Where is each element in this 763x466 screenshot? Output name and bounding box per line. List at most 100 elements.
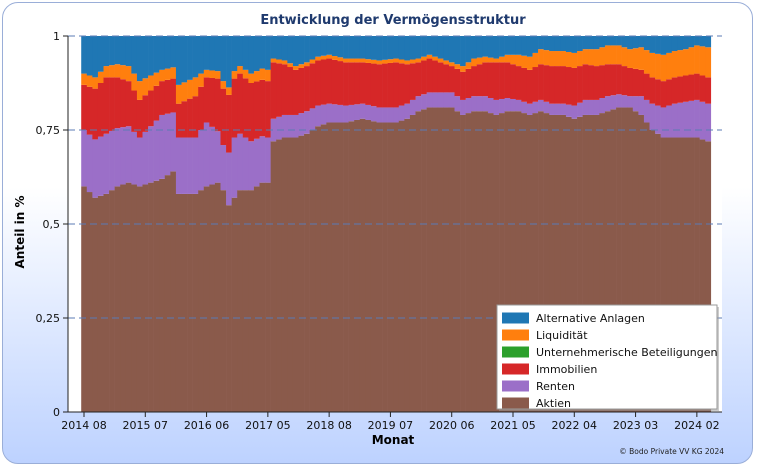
bar-immobilien-90 — [582, 64, 589, 100]
bar-liquidit-t-13 — [153, 72, 160, 86]
bar-immobilien-82 — [538, 64, 544, 100]
bar-renten-67 — [454, 96, 461, 112]
bar-alternative-anlagen-46 — [337, 36, 344, 58]
bar-aktien-33 — [265, 182, 271, 412]
legend-label-aktien: Aktien — [536, 397, 571, 410]
bar-liquidit-t-2 — [92, 77, 99, 89]
bar-aktien-48 — [348, 121, 355, 412]
bar-alternative-anlagen-11 — [142, 36, 149, 79]
bar-immobilien-89 — [577, 66, 583, 103]
bar-renten-63 — [432, 92, 439, 108]
bar-renten-83 — [543, 101, 550, 114]
bar-renten-87 — [565, 104, 572, 117]
bar-renten-97 — [621, 95, 628, 108]
bar-liquidit-t-111 — [699, 46, 706, 76]
bar-renten-55 — [387, 107, 394, 123]
bar-liquidit-t-34 — [270, 58, 277, 63]
bar-liquidit-t-102 — [649, 52, 656, 78]
bar-liquidit-t-58 — [404, 60, 411, 65]
bar-alternative-anlagen-100 — [638, 36, 645, 48]
bar-liquidit-t-63 — [432, 56, 439, 61]
bar-alternative-anlagen-54 — [382, 36, 388, 60]
bar-alternative-anlagen-68 — [460, 36, 466, 67]
bar-aktien-35 — [276, 139, 283, 412]
bar-liquidit-t-108 — [682, 49, 689, 76]
bar-immobilien-29 — [242, 78, 249, 138]
bar-aktien-64 — [437, 107, 444, 412]
bar-renten-64 — [437, 92, 444, 108]
bar-renten-65 — [443, 92, 450, 108]
bar-renten-43 — [320, 104, 327, 125]
bar-immobilien-71 — [476, 64, 483, 97]
y-tick-label-0: 0 — [53, 406, 60, 419]
bar-alternative-anlagen-106 — [671, 36, 678, 52]
bar-alternative-anlagen-13 — [153, 36, 160, 73]
bar-liquidit-t-25 — [220, 81, 227, 89]
bar-alternative-anlagen-69 — [465, 36, 472, 63]
bar-liquidit-t-17 — [175, 84, 182, 104]
bar-immobilien-81 — [532, 67, 539, 102]
bar-immobilien-44 — [326, 58, 333, 104]
bar-aktien-87 — [565, 116, 572, 412]
bar-aktien-4 — [103, 193, 110, 412]
bar-immobilien-73 — [487, 62, 494, 99]
bar-renten-16 — [170, 112, 177, 172]
bar-renten-23 — [209, 126, 216, 185]
bar-alternative-anlagen-59 — [409, 36, 416, 60]
bar-liquidit-t-51 — [365, 59, 372, 63]
bar-alternative-anlagen-0 — [81, 36, 88, 74]
bar-alternative-anlagen-56 — [393, 36, 400, 59]
bar-immobilien-0 — [81, 84, 88, 130]
bar-liquidit-t-104 — [660, 54, 667, 82]
legend-swatch-unternehmerische-beteiligungen — [502, 346, 529, 358]
bar-liquidit-t-50 — [359, 58, 366, 63]
bar-alternative-anlagen-92 — [593, 36, 600, 50]
bar-immobilien-59 — [409, 63, 416, 100]
bar-liquidit-t-57 — [398, 59, 405, 64]
bar-renten-38 — [292, 114, 299, 138]
bar-aktien-0 — [81, 186, 88, 412]
bar-aktien-73 — [487, 113, 494, 412]
bar-immobilien-108 — [682, 75, 689, 102]
bar-aktien-40 — [304, 133, 310, 412]
bar-renten-46 — [337, 104, 344, 123]
bar-aktien-70 — [471, 111, 478, 412]
bar-renten-69 — [465, 98, 472, 114]
bar-alternative-anlagen-85 — [554, 36, 561, 52]
bar-liquidit-t-9 — [131, 73, 138, 91]
bar-renten-5 — [109, 130, 115, 191]
bar-immobilien-14 — [159, 81, 166, 115]
bar-alternative-anlagen-29 — [242, 36, 249, 70]
bar-liquidit-t-41 — [309, 59, 316, 64]
bar-alternative-anlagen-97 — [621, 36, 628, 48]
bar-alternative-anlagen-16 — [170, 36, 177, 68]
bar-renten-99 — [632, 96, 639, 112]
bar-aktien-104 — [660, 137, 667, 412]
bar-renten-2 — [92, 139, 99, 198]
bar-liquidit-t-84 — [549, 51, 556, 67]
bar-aktien-58 — [404, 118, 411, 412]
bar-liquidit-t-19 — [187, 79, 193, 99]
bar-immobilien-61 — [421, 60, 427, 95]
bar-renten-80 — [526, 103, 533, 115]
bar-aktien-16 — [170, 171, 177, 412]
bar-aktien-27 — [231, 197, 238, 412]
bar-liquidit-t-86 — [560, 51, 567, 67]
bar-renten-45 — [331, 104, 338, 123]
bar-liquidit-t-18 — [181, 82, 188, 102]
bar-liquidit-t-109 — [688, 47, 695, 75]
bar-immobilien-7 — [120, 79, 127, 128]
bar-aktien-15 — [164, 175, 171, 412]
bar-renten-107 — [677, 102, 684, 138]
bar-renten-40 — [304, 111, 310, 134]
bar-immobilien-86 — [560, 66, 567, 104]
bar-aktien-23 — [209, 184, 216, 412]
bar-immobilien-63 — [432, 60, 439, 93]
bar-aktien-6 — [114, 186, 121, 412]
bar-alternative-anlagen-107 — [677, 36, 684, 51]
bar-liquidit-t-90 — [582, 49, 589, 65]
bar-alternative-anlagen-27 — [231, 36, 238, 72]
bar-alternative-anlagen-73 — [487, 36, 494, 58]
bar-aktien-74 — [493, 114, 500, 413]
bar-liquidit-t-79 — [521, 55, 528, 68]
